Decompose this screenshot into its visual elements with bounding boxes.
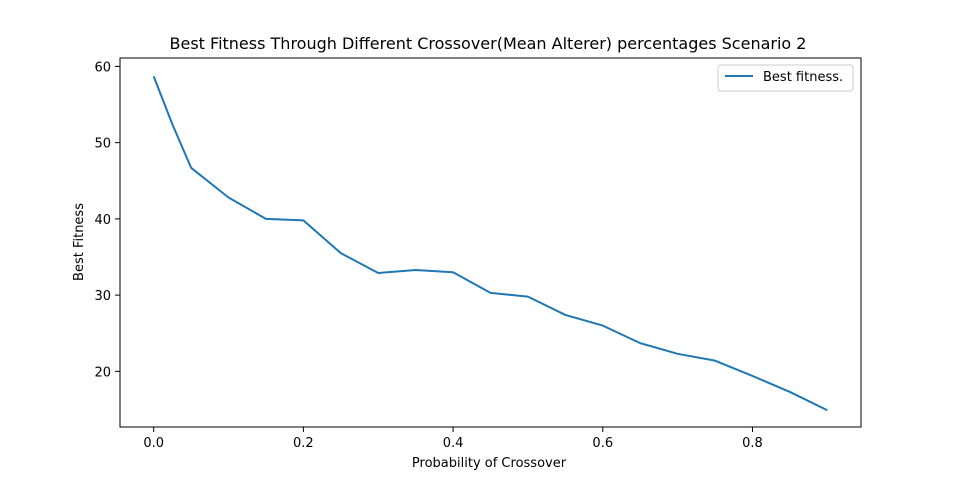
x-tick-label: 0.8 <box>742 436 763 451</box>
legend: Best fitness. <box>717 64 854 92</box>
data-point <box>639 342 641 344</box>
axes-frame <box>119 57 862 428</box>
series-layer <box>152 75 828 412</box>
data-point <box>789 391 791 393</box>
x-tick-label: 0.4 <box>443 436 464 451</box>
y-tick-label: 50 <box>94 137 111 152</box>
y-tick-label: 60 <box>94 60 111 75</box>
x-axis-ticks: 0.0 0.2 0.4 0.6 0.8 <box>143 427 763 451</box>
legend-label-best-fitness: Best fitness. <box>763 70 843 85</box>
data-point <box>826 409 828 411</box>
chart-title: Best Fitness Through Different Crossover… <box>170 34 807 53</box>
data-point <box>302 219 304 221</box>
data-point <box>153 75 155 77</box>
y-tick-label: 40 <box>94 213 111 228</box>
data-point <box>340 252 342 254</box>
data-point <box>602 325 604 327</box>
plot-background <box>120 58 861 427</box>
data-point <box>714 360 716 362</box>
x-tick-label: 0.2 <box>293 436 314 451</box>
y-tick-label: 20 <box>94 365 111 380</box>
data-point <box>677 353 679 355</box>
x-axis-label: Probability of Crossover <box>412 456 567 471</box>
y-axis-label: Best Fitness <box>72 203 87 281</box>
y-tick-label: 30 <box>94 289 111 304</box>
data-point <box>415 269 417 271</box>
data-point <box>527 296 529 298</box>
data-point <box>228 197 230 199</box>
data-point <box>190 167 192 169</box>
series-line-best-fitness <box>152 75 828 412</box>
data-point <box>452 271 454 273</box>
legend-box <box>717 64 854 92</box>
data-point <box>564 314 566 316</box>
data-point <box>265 218 267 220</box>
data-point <box>171 123 173 125</box>
x-tick-label: 0.6 <box>592 436 613 451</box>
data-point <box>490 292 492 294</box>
x-tick-label: 0.0 <box>143 436 164 451</box>
plot-area: 0.0 0.2 0.4 0.6 0.8 20 30 40 50 60 <box>94 57 862 451</box>
data-point <box>751 375 753 377</box>
y-axis-ticks: 20 30 40 50 60 <box>94 60 120 380</box>
data-point <box>377 272 379 274</box>
